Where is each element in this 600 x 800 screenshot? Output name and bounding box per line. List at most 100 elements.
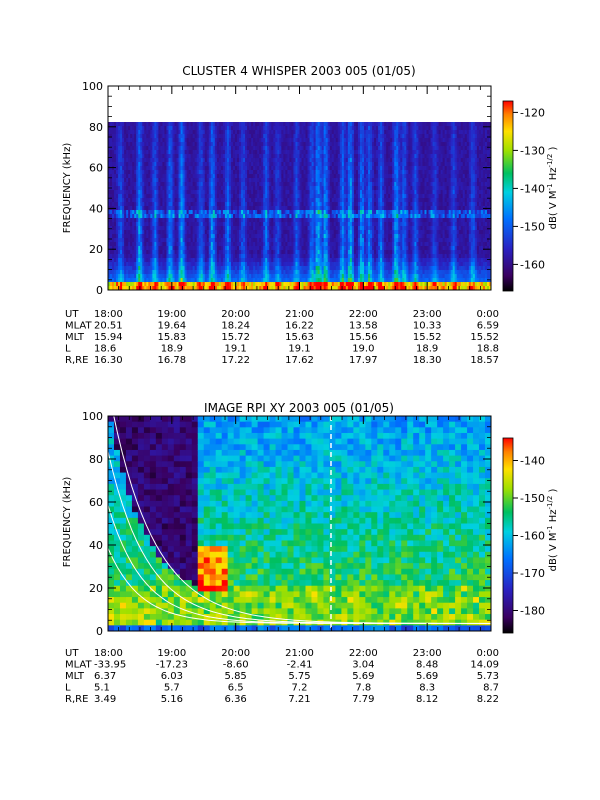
spectrogram-cell (180, 218, 184, 223)
spectrogram-cell (210, 218, 214, 223)
spectrogram-cell (299, 238, 303, 243)
spectrogram-cell (267, 282, 270, 287)
spectrogram-cell (287, 282, 291, 287)
spectrogram-cell (305, 226, 309, 231)
spectrogram-cell (216, 262, 220, 267)
spectrogram-cell (327, 186, 331, 191)
spectrogram-cell (303, 194, 307, 199)
spectrogram-cell (299, 274, 303, 279)
spectrogram-cell (313, 226, 317, 231)
spectrogram-cell (150, 154, 153, 159)
spectrogram-cell (283, 162, 286, 167)
spectrogram-cell (317, 274, 321, 279)
spectrogram-cell (289, 190, 293, 195)
spectrogram-cell (112, 274, 115, 279)
spectrogram-cell (237, 146, 240, 151)
spectrogram-cell (281, 142, 284, 147)
spectrogram-cell (309, 178, 313, 183)
spectrogram-cell (230, 266, 234, 271)
spectrogram-cell (323, 258, 327, 263)
spectrogram-cell (289, 214, 293, 219)
spectrogram-cell (190, 286, 194, 290)
spectrogram-cell (295, 198, 299, 203)
spectrogram-cell (118, 126, 121, 131)
spectrogram-cell (112, 210, 115, 215)
spectrogram-cell (257, 170, 260, 175)
spectrogram-cell (265, 154, 268, 159)
spectrogram-cell (343, 266, 347, 271)
spectrogram-cell (142, 138, 145, 143)
spectrogram-cell (277, 182, 280, 187)
spectrogram-cell (136, 210, 139, 215)
spectrogram-cell (136, 222, 139, 227)
spectrogram-cell (220, 182, 224, 187)
spectrogram-cell (325, 246, 329, 251)
spectrogram-cell (307, 278, 311, 283)
spectrogram-cell (158, 166, 162, 171)
spectrogram-cell (341, 186, 345, 191)
spectrogram-cell (158, 286, 162, 290)
spectrogram-cell (234, 190, 238, 195)
spectrogram-cell (114, 218, 117, 223)
spectrogram-cell (118, 262, 121, 267)
spectrogram-cell (261, 182, 264, 187)
spectrogram-cell (218, 254, 222, 259)
spectrogram-cell (319, 138, 323, 143)
spectrogram-cell (220, 134, 224, 139)
spectrogram-cell (317, 186, 321, 191)
spectrogram-cell (138, 218, 141, 223)
spectrogram-cell (192, 214, 196, 219)
spectrogram-cell (208, 154, 212, 159)
spectrogram-cell (198, 250, 202, 255)
spectrogram-cell (283, 142, 286, 147)
spectrogram-cell (108, 158, 111, 163)
spectrogram-cell (259, 286, 262, 290)
spectrogram-cell (345, 138, 349, 143)
spectrogram-cell (234, 178, 238, 183)
spectrogram-cell (112, 286, 115, 290)
spectrogram-cell (214, 210, 218, 215)
spectrogram-cell (345, 218, 349, 223)
spectrogram-cell (160, 238, 164, 243)
spectrogram-cell (297, 198, 301, 203)
spectrogram-cell (164, 258, 168, 263)
spectrogram-cell (162, 142, 166, 147)
spectrogram-cell (247, 126, 250, 131)
spectrogram-cell (265, 214, 268, 219)
spectrogram-cell (315, 122, 319, 127)
spectrogram-cell (140, 122, 143, 127)
spectrogram-cell (208, 250, 212, 255)
spectrogram-cell (341, 262, 345, 267)
spectrogram-cell (335, 174, 339, 179)
spectrogram-cell (265, 234, 268, 239)
spectrogram-cell (228, 242, 232, 247)
spectrogram-cell (202, 274, 206, 279)
spectrogram-cell (251, 242, 254, 247)
spectrogram-cell (152, 246, 155, 251)
spectrogram-cell (251, 166, 254, 171)
spectrogram-cell (313, 266, 317, 271)
spectrogram-cell (108, 182, 111, 187)
spectrogram-cell (208, 202, 212, 207)
spectrogram-cell (206, 270, 210, 275)
spectrogram-cell (241, 270, 244, 275)
spectrogram-cell (208, 158, 212, 163)
spectrogram-cell (138, 262, 141, 267)
spectrogram-cell (200, 122, 204, 127)
spectrogram-cell (222, 146, 226, 151)
spectrogram-cell (202, 174, 206, 179)
spectrogram-cell (303, 130, 307, 135)
spectrogram-cell (261, 142, 264, 147)
spectrogram-cell (343, 238, 347, 243)
spectrogram-cell (239, 198, 242, 203)
spectrogram-cell (285, 178, 289, 183)
spectrogram-cell (269, 158, 272, 163)
spectrogram-cell (245, 190, 248, 195)
spectrogram-cell (228, 286, 232, 290)
spectrogram-cell (130, 122, 133, 127)
spectrogram-cell (303, 246, 307, 251)
spectrogram-cell (142, 238, 145, 243)
spectrogram-cell (249, 250, 252, 255)
spectrogram-cell (226, 254, 230, 259)
spectrogram-cell (232, 198, 236, 203)
